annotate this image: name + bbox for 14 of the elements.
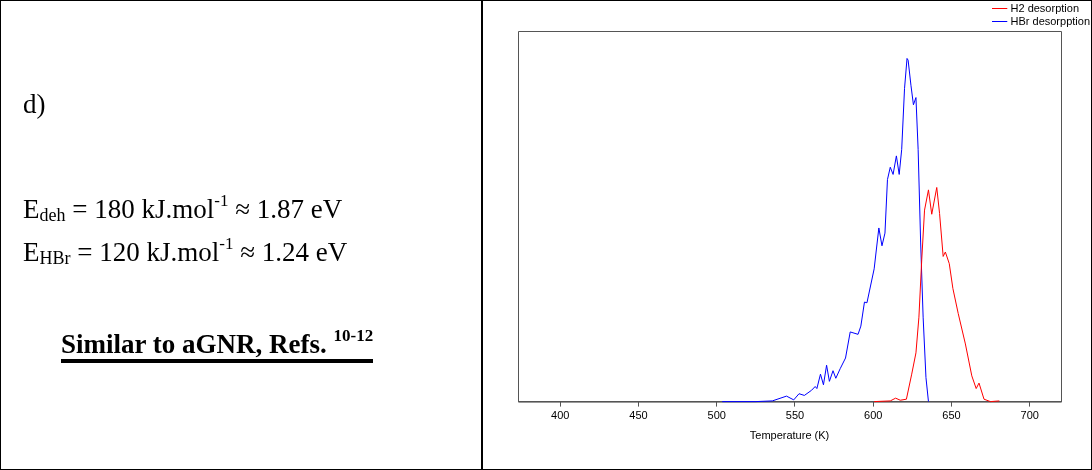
x-tick-label: 500 (707, 409, 726, 422)
x-tick-label: 400 (551, 409, 570, 422)
text: d) (23, 89, 46, 120)
x-axis-title: Temperature (K) (749, 429, 830, 442)
legend-label: HBr desorpption (1010, 14, 1091, 27)
x-tick-label: 700 (1020, 409, 1039, 422)
legend-label: H2 desorption (1010, 1, 1080, 14)
text: E$_{HBr}$ = 120 kJ.mol$^{-1}$ ≈ 1.24 eV (23, 234, 348, 269)
text: E$_{deh}$ = 180 kJ.mol$^{-1}$ ≈ 1.87 eV (23, 191, 343, 226)
x-tick-label: 650 (942, 409, 961, 422)
x-tick-label: 550 (785, 409, 805, 422)
text: Similar to aGNR, Refs. $^{10-12}$ (61, 321, 374, 363)
x-tick-label: 600 (864, 409, 883, 422)
x-tick-label: 450 (629, 409, 648, 422)
